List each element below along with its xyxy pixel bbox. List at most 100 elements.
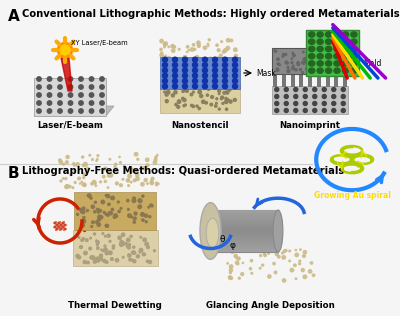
Circle shape [290, 268, 294, 272]
Circle shape [186, 90, 188, 92]
Circle shape [192, 84, 198, 89]
Circle shape [232, 78, 238, 83]
Circle shape [319, 72, 321, 74]
Circle shape [341, 94, 345, 99]
Circle shape [111, 208, 114, 211]
Circle shape [100, 109, 104, 113]
Circle shape [186, 46, 189, 48]
Bar [160, 85, 240, 113]
Circle shape [306, 68, 307, 70]
Circle shape [188, 50, 190, 51]
Circle shape [172, 49, 175, 52]
Circle shape [133, 246, 135, 248]
Circle shape [284, 101, 288, 106]
Circle shape [172, 84, 178, 89]
Circle shape [236, 261, 239, 264]
Circle shape [192, 78, 198, 83]
Bar [210, 210, 278, 252]
Circle shape [122, 233, 125, 236]
Circle shape [103, 259, 106, 262]
Circle shape [341, 88, 345, 92]
Circle shape [344, 52, 346, 54]
Circle shape [324, 63, 325, 64]
Circle shape [58, 109, 62, 113]
Bar [210, 235, 278, 236]
Circle shape [165, 100, 168, 103]
Circle shape [82, 210, 85, 214]
Circle shape [332, 52, 334, 54]
Bar [282, 73, 286, 87]
Circle shape [342, 32, 348, 37]
Circle shape [278, 255, 280, 258]
Circle shape [211, 96, 214, 98]
Bar [272, 86, 348, 114]
Circle shape [236, 257, 238, 259]
Circle shape [206, 94, 208, 96]
Circle shape [289, 260, 290, 262]
Circle shape [160, 39, 163, 43]
Circle shape [144, 179, 147, 182]
Circle shape [317, 54, 323, 59]
Circle shape [97, 240, 99, 243]
Circle shape [37, 93, 41, 97]
Circle shape [314, 50, 316, 52]
Circle shape [92, 180, 96, 184]
Circle shape [303, 275, 307, 279]
Circle shape [303, 62, 305, 64]
Bar [210, 232, 278, 233]
Circle shape [81, 211, 83, 213]
Circle shape [58, 101, 62, 105]
Circle shape [104, 248, 107, 252]
Circle shape [333, 70, 336, 73]
Circle shape [128, 209, 129, 210]
Circle shape [178, 48, 180, 50]
Circle shape [196, 105, 198, 107]
Bar [210, 213, 278, 214]
Circle shape [97, 211, 99, 213]
Circle shape [196, 56, 198, 58]
Circle shape [184, 67, 186, 70]
Circle shape [142, 219, 144, 221]
Circle shape [276, 69, 279, 71]
Circle shape [301, 269, 304, 272]
Circle shape [241, 273, 244, 276]
Circle shape [341, 108, 345, 112]
Bar [210, 220, 278, 221]
Bar [210, 240, 278, 241]
Circle shape [260, 254, 262, 257]
Circle shape [172, 63, 178, 68]
Circle shape [105, 213, 107, 215]
Circle shape [313, 57, 316, 59]
Circle shape [317, 32, 323, 37]
Circle shape [275, 252, 278, 256]
Circle shape [69, 185, 71, 188]
Circle shape [96, 160, 97, 161]
Circle shape [317, 68, 323, 73]
Circle shape [276, 68, 277, 69]
Circle shape [227, 263, 228, 264]
Circle shape [287, 70, 290, 73]
Circle shape [137, 158, 139, 160]
Circle shape [162, 84, 168, 89]
Circle shape [351, 39, 357, 44]
Circle shape [91, 205, 94, 208]
Circle shape [172, 78, 178, 83]
Circle shape [200, 94, 203, 98]
Circle shape [68, 93, 73, 97]
Circle shape [128, 214, 131, 217]
Ellipse shape [200, 203, 221, 259]
Circle shape [151, 177, 154, 180]
Circle shape [310, 52, 314, 55]
Circle shape [66, 185, 69, 188]
Circle shape [202, 63, 208, 68]
Circle shape [294, 264, 296, 266]
Circle shape [337, 68, 340, 71]
Circle shape [83, 177, 85, 179]
Circle shape [68, 101, 73, 105]
Circle shape [130, 181, 132, 183]
Circle shape [282, 53, 285, 56]
Circle shape [84, 163, 87, 166]
Circle shape [275, 94, 279, 99]
Bar [308, 73, 312, 87]
Circle shape [116, 168, 117, 169]
